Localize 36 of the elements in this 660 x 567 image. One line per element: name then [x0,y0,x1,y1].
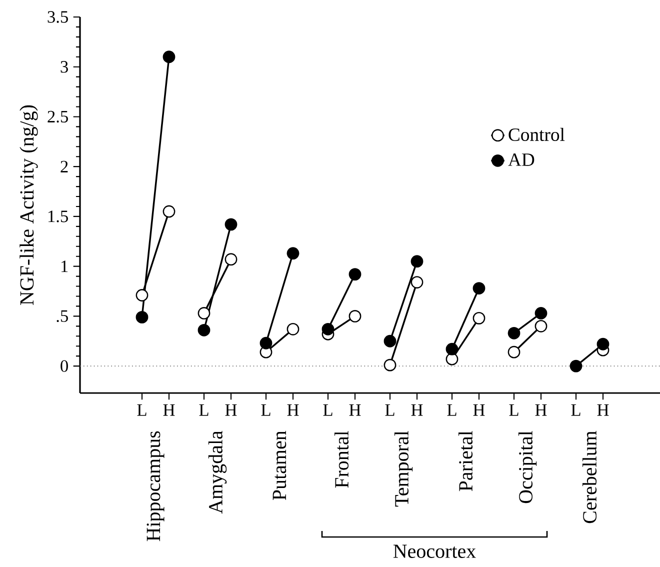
y-tick-label: 2 [60,160,68,172]
x-tick-label: L [447,404,456,416]
y-tick-label: 2.5 [48,110,68,123]
x-tick-label: L [261,404,270,416]
y-tick-label: 3 [60,61,68,73]
x-tick-label: L [385,404,394,416]
x-tick-label: L [199,404,208,416]
x-tick-label: L [137,404,146,416]
text: Amygdala [208,430,227,514]
y-tick-label: 3.5 [48,11,68,23]
x-tick-label: L [571,404,580,416]
y-tick-label: .5 [56,310,68,322]
legend-label: AD [508,153,534,166]
text: Occipital [518,430,537,504]
x-tick-label: L [509,404,518,416]
text: Cerebellum [582,430,597,524]
text: Hippocampus [146,431,164,542]
x-tick-label: H [597,404,609,416]
y-axis-title: NGF-like Activity (ng/g) [20,105,38,305]
x-tick-label: H [349,404,361,416]
text: Neocortex [393,544,476,558]
text: Frontal [334,431,349,488]
x-tick-label: H [411,404,423,416]
text: Putamen [272,430,286,500]
y-tick-label: 0 [60,360,68,372]
x-tick-label: H [225,404,237,416]
legend-label: Control [508,128,565,142]
x-tick-label: H [287,404,299,416]
x-tick-label: L [323,404,332,416]
y-tick-label: 1.5 [48,210,68,222]
x-tick-label: H [535,404,547,416]
x-tick-label: H [163,404,175,416]
y-tick-label: 1 [61,260,68,272]
text: Parietal [458,430,473,492]
text: Temporal [394,430,413,507]
x-tick-label: H [473,404,485,416]
